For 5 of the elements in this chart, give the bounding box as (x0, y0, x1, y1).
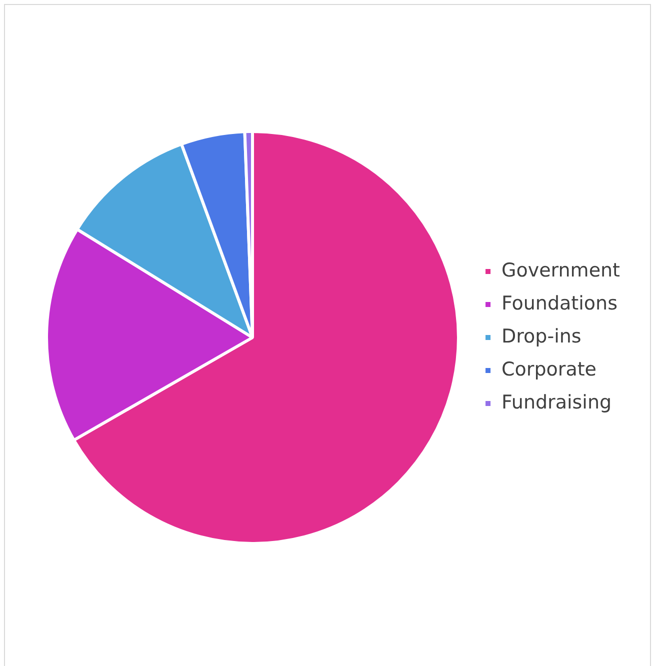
legend-label: Foundations (502, 292, 618, 314)
legend-label: Drop-ins (502, 325, 582, 348)
legend-label: Corporate (502, 358, 596, 380)
legend-label: Fundraising (502, 391, 612, 414)
legend-label: Government (502, 259, 620, 282)
